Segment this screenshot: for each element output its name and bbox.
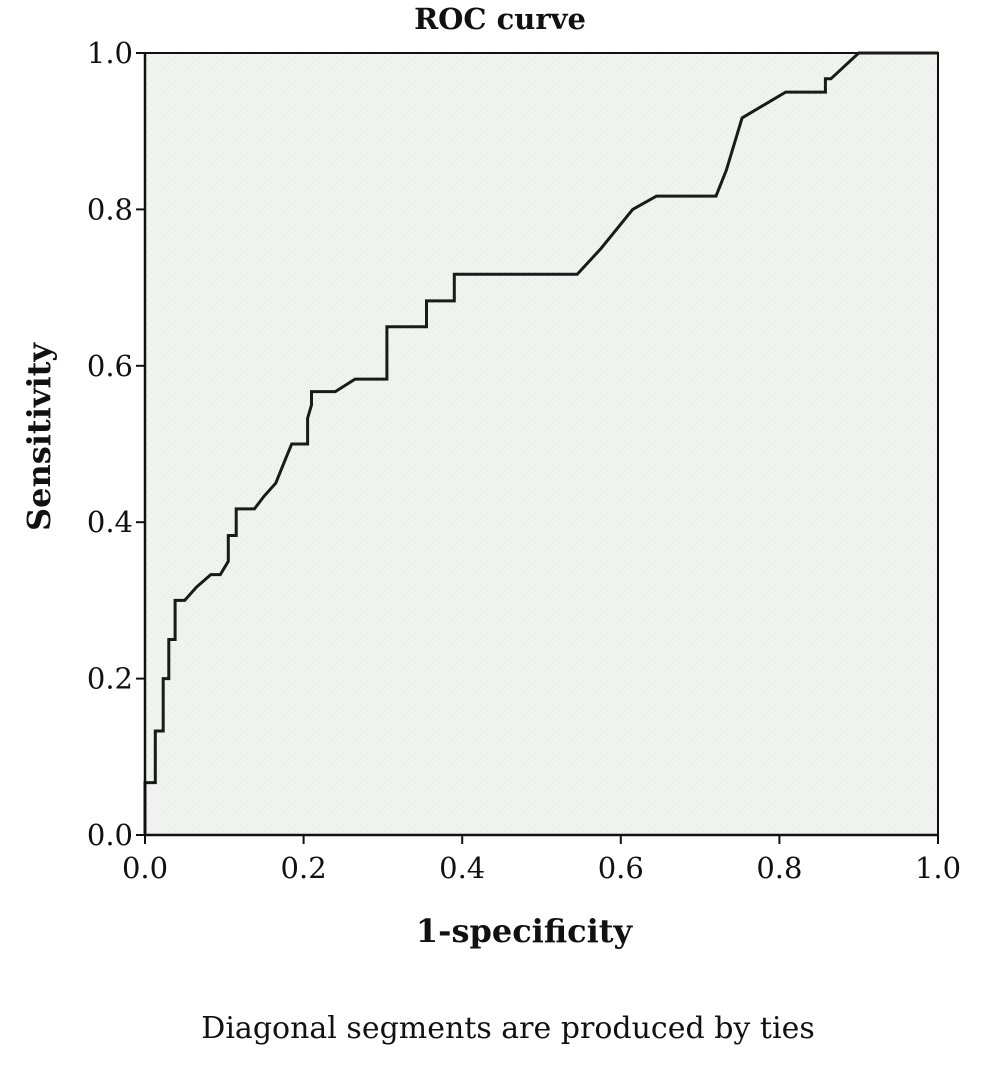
x-tick-label: 0.6: [598, 851, 644, 885]
y-tick-label: 0.6: [87, 349, 133, 383]
y-axis-title: Sensitivity: [20, 342, 58, 531]
y-tick-label: 0.2: [87, 662, 133, 696]
roc-curve-line: [143, 51, 938, 835]
x-tick-label: 0.2: [281, 851, 327, 885]
y-tick-label: 1.0: [87, 36, 133, 70]
y-tick-label: 0.8: [87, 192, 133, 226]
y-axis-ticks: 0.0 0.2 0.4 0.6 0.8 1.0: [87, 36, 145, 852]
x-axis-title: 1-specificity: [416, 912, 634, 950]
y-tick-label: 0.0: [87, 818, 133, 852]
chart-footnote: Diagonal segments are produced by ties: [201, 1011, 814, 1046]
chart-title: ROC curve: [414, 2, 586, 36]
plot-area: [144, 52, 939, 836]
x-tick-label: 1.0: [915, 851, 961, 885]
x-tick-label: 0.0: [122, 851, 168, 885]
y-tick-label: 0.4: [87, 505, 133, 539]
x-tick-label: 0.8: [756, 851, 802, 885]
x-axis-ticks: 0.0 0.2 0.4 0.6 0.8 1.0: [122, 835, 961, 885]
x-tick-label: 0.4: [439, 851, 485, 885]
